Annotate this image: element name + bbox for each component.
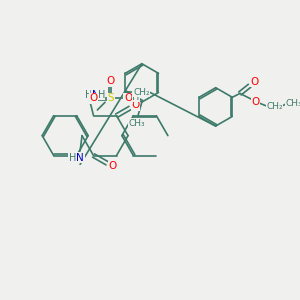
Text: O: O [107,76,115,86]
Text: O: O [250,77,259,87]
Text: CH₂: CH₂ [266,102,283,111]
Text: H: H [98,90,105,100]
Text: O: O [124,93,132,103]
Text: N: N [76,153,84,163]
Text: N: N [92,90,99,100]
Text: CH₂: CH₂ [133,88,150,97]
Text: H: H [132,92,140,101]
Text: S: S [107,93,114,103]
Text: O: O [251,97,260,107]
Text: O: O [109,161,117,171]
Text: O: O [132,100,140,110]
Text: H: H [69,153,76,163]
Text: O: O [89,93,98,103]
Text: CH₃: CH₃ [285,98,300,107]
Text: H: H [85,90,92,100]
Text: CH₃: CH₃ [129,119,146,128]
